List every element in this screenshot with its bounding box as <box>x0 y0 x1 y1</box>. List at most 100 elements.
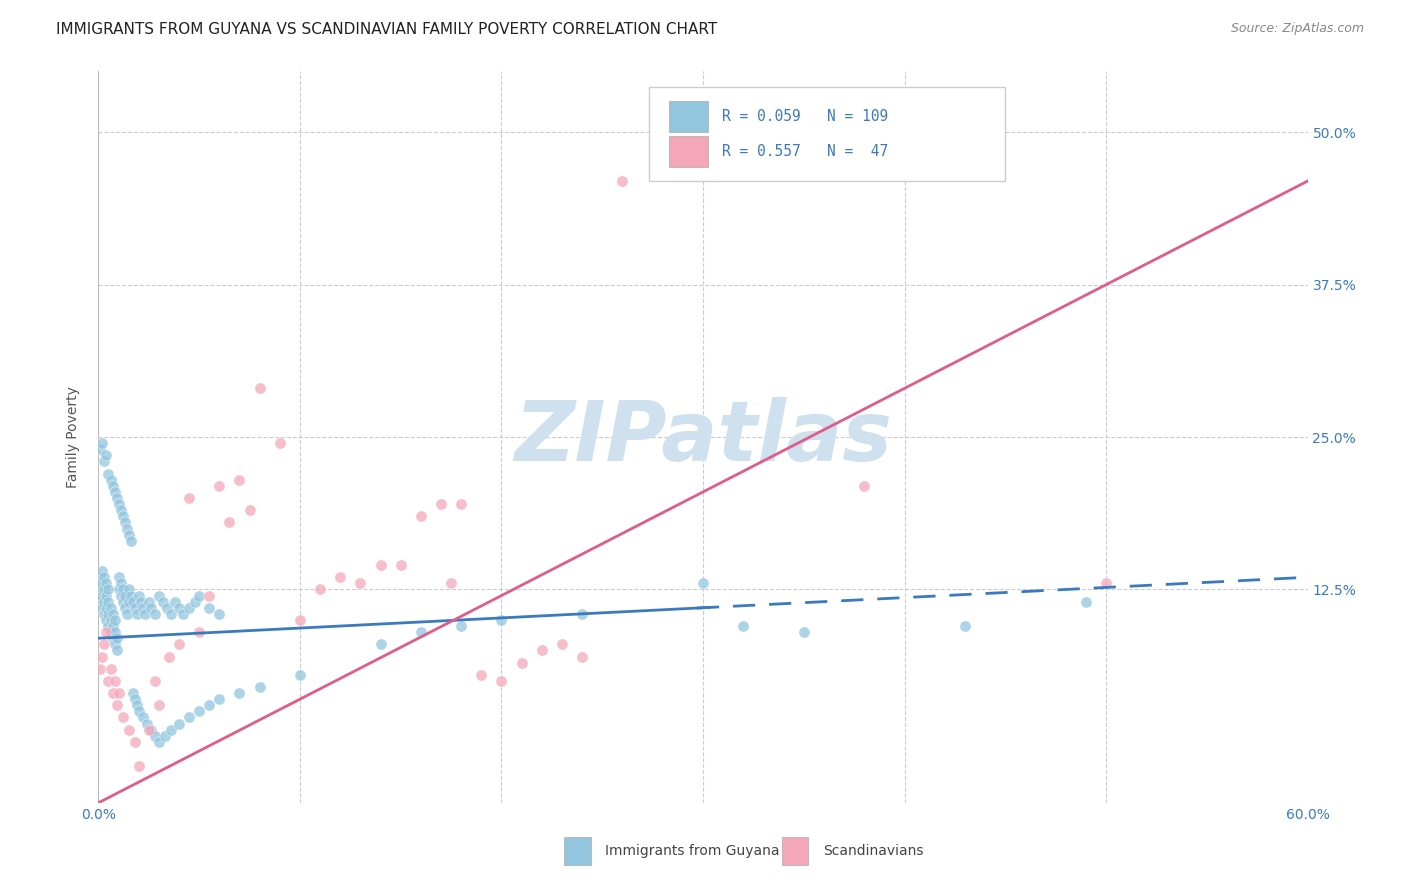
Point <box>160 607 183 621</box>
Point <box>198 698 221 713</box>
Text: Immigrants from Guyana: Immigrants from Guyana <box>605 844 779 858</box>
Point <box>118 527 141 541</box>
Point <box>188 589 211 603</box>
Point <box>269 436 291 450</box>
Point <box>105 491 128 505</box>
Point <box>288 613 311 627</box>
Point <box>101 619 124 633</box>
Point <box>89 594 111 608</box>
Point <box>101 479 124 493</box>
Point <box>103 485 125 500</box>
Point <box>1074 594 1097 608</box>
Point <box>551 637 574 651</box>
Point <box>93 570 115 584</box>
Point <box>97 582 120 597</box>
Point <box>733 619 755 633</box>
Point <box>188 625 211 640</box>
Point <box>571 607 593 621</box>
Point <box>91 649 114 664</box>
Point <box>249 680 271 694</box>
Point <box>188 705 211 719</box>
Point <box>409 625 432 640</box>
Point <box>110 589 132 603</box>
Bar <box>782 838 808 865</box>
Point <box>440 576 463 591</box>
Point <box>89 662 111 676</box>
Text: IMMIGRANTS FROM GUYANA VS SCANDINAVIAN FAMILY POVERTY CORRELATION CHART: IMMIGRANTS FROM GUYANA VS SCANDINAVIAN F… <box>56 22 717 37</box>
Point <box>96 589 118 603</box>
Point <box>107 686 129 700</box>
Point <box>143 607 166 621</box>
Point <box>105 632 128 646</box>
Point <box>309 582 332 597</box>
Point <box>167 600 190 615</box>
Point <box>110 503 132 517</box>
Point <box>114 589 136 603</box>
Bar <box>564 838 591 865</box>
Point <box>107 582 129 597</box>
Point <box>91 576 114 591</box>
Point <box>125 607 148 621</box>
Point <box>120 533 142 548</box>
Point <box>103 637 125 651</box>
Point <box>125 698 148 713</box>
Point <box>128 759 150 773</box>
Point <box>96 449 118 463</box>
Point <box>115 607 138 621</box>
Point <box>198 600 221 615</box>
Point <box>138 723 160 737</box>
Point <box>96 613 118 627</box>
Point <box>124 735 146 749</box>
Point <box>121 686 143 700</box>
Point <box>107 570 129 584</box>
Text: Scandinavians: Scandinavians <box>823 844 924 858</box>
Point <box>105 643 128 657</box>
Point <box>101 686 124 700</box>
Text: ZIPatlas: ZIPatlas <box>515 397 891 477</box>
Point <box>793 625 815 640</box>
Point <box>167 716 190 731</box>
Point <box>103 673 125 688</box>
Point <box>93 594 115 608</box>
Point <box>208 607 231 621</box>
Point <box>450 497 472 511</box>
Point <box>100 600 122 615</box>
Point <box>129 594 152 608</box>
Point <box>148 735 170 749</box>
Point <box>93 454 115 468</box>
Point <box>157 649 180 664</box>
Point <box>97 619 120 633</box>
Point <box>107 497 129 511</box>
Point <box>105 698 128 713</box>
Point <box>470 667 492 682</box>
Point <box>139 723 162 737</box>
Point <box>132 600 155 615</box>
Point <box>450 619 472 633</box>
Point <box>138 594 160 608</box>
Point <box>163 594 186 608</box>
Point <box>100 473 122 487</box>
Point <box>111 509 134 524</box>
Point <box>97 467 120 481</box>
Point <box>124 692 146 706</box>
Point <box>198 589 221 603</box>
Point <box>93 582 115 597</box>
Point <box>167 637 190 651</box>
Point <box>953 619 976 633</box>
Point <box>100 613 122 627</box>
Point <box>135 716 157 731</box>
Point <box>571 649 593 664</box>
Point <box>110 576 132 591</box>
Point <box>370 558 392 573</box>
Bar <box>669 102 707 132</box>
Point <box>143 729 166 743</box>
Point <box>1095 576 1118 591</box>
Text: R = 0.059   N = 109: R = 0.059 N = 109 <box>723 109 889 124</box>
Point <box>114 600 136 615</box>
Point <box>121 594 143 608</box>
Point <box>853 479 876 493</box>
Point <box>184 594 207 608</box>
Point <box>89 582 111 597</box>
Point <box>148 698 170 713</box>
Point <box>111 710 134 724</box>
